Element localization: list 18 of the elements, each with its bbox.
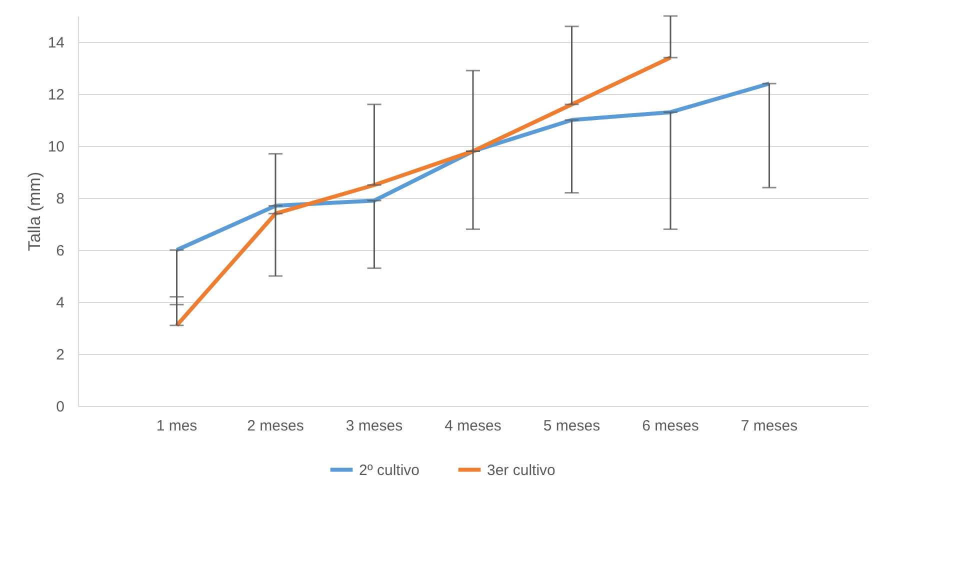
- y-axis-title: Talla (mm): [24, 172, 44, 252]
- y-tick-label: 0: [56, 398, 64, 416]
- y-tick-label: 8: [56, 190, 64, 208]
- x-tick-label: 7 meses: [740, 418, 798, 434]
- y-tick-label: 4: [56, 294, 64, 312]
- legend-label: 3er cultivo: [487, 462, 556, 479]
- x-tick-label: 3 meses: [346, 418, 403, 434]
- y-tick-label: 2: [56, 346, 64, 364]
- y-tick-label: 6: [56, 242, 64, 260]
- x-tick-label: 5 meses: [543, 418, 600, 434]
- y-tick-label: 10: [48, 138, 64, 156]
- x-tick-label: 4 meses: [444, 418, 502, 434]
- x-tick-label: 1 mes: [156, 418, 198, 434]
- y-tick-label: 12: [48, 86, 64, 104]
- x-tick-label: 2 meses: [247, 418, 304, 434]
- legend-label: 2º cultivo: [359, 462, 420, 479]
- x-tick-label: 6 meses: [642, 418, 699, 434]
- y-tick-label: 14: [48, 34, 64, 52]
